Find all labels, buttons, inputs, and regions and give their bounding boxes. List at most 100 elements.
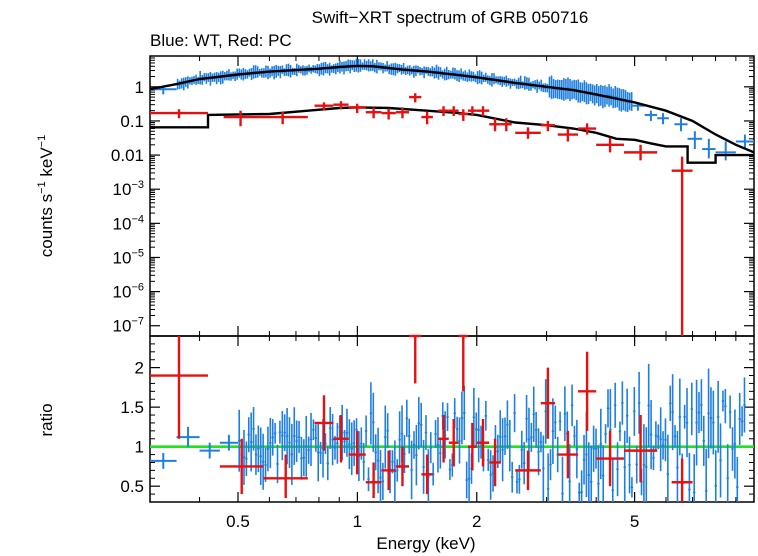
pc-model-line <box>150 106 754 164</box>
wt-ratio-point <box>463 385 466 441</box>
wt-spectrum-point <box>644 110 658 121</box>
wt-ratio-point <box>621 381 624 425</box>
pc-spectrum-point <box>467 106 477 116</box>
spectrum-y-tick-label: 1 <box>135 78 144 97</box>
pc-spectrum-point <box>476 106 490 116</box>
wt-ratio-point <box>455 416 459 442</box>
wt-spectrum-point <box>451 67 454 79</box>
wt-ratio-point <box>520 430 523 469</box>
wt-ratio-point <box>666 434 670 502</box>
spectrum-y-tick-label: 10−7 <box>113 316 144 336</box>
wt-ratio-point <box>283 414 286 452</box>
wt-ratio-point <box>683 404 686 429</box>
spectrum-panel-frame <box>149 55 755 337</box>
wt-spectrum-point <box>715 141 736 161</box>
pc-ratio-point <box>515 450 541 491</box>
wt-ratio-point <box>305 415 308 477</box>
ratio-y-tick-labels: 0.5 1 1.5 2 <box>120 359 144 497</box>
pc-spectrum-point <box>421 111 433 125</box>
wt-ratio-point <box>728 395 732 429</box>
wt-ratio-point <box>266 426 270 472</box>
wt-ratio-point <box>654 421 658 450</box>
spectrum-y-axis-label: counts s−1 keV−1 <box>36 135 56 257</box>
wt-ratio-point <box>285 407 289 465</box>
ratio-y-tick-label: 0.5 <box>120 477 144 496</box>
spectrum-y-tick-label: 10−4 <box>113 213 144 233</box>
wt-ratio-point <box>293 407 296 465</box>
wt-ratio-point <box>709 387 713 449</box>
wt-ratio-point <box>554 405 557 440</box>
wt-ratio-point <box>336 423 339 464</box>
x-tick-label: 0.5 <box>226 512 250 531</box>
pc-ratio-point <box>263 454 308 499</box>
wt-spectrum-point <box>460 68 463 80</box>
wt-ratio-point <box>611 458 614 502</box>
wt-ratio-point <box>678 378 682 456</box>
pc-ratio-point <box>333 415 349 463</box>
wt-ratio-point <box>664 418 667 462</box>
wt-ratio-point <box>460 391 464 445</box>
wt-spectrum-point <box>182 77 185 91</box>
wt-ratio-point <box>362 443 365 481</box>
wt-ratio-point <box>508 419 511 472</box>
wt-spectrum-point <box>269 68 272 78</box>
x-tick-label: 2 <box>472 512 481 531</box>
wt-ratio-point <box>503 417 507 456</box>
wt-ratio-point <box>273 422 277 444</box>
spectrum-data <box>149 58 755 336</box>
wt-ratio-point <box>692 454 696 502</box>
wt-ratio-point <box>417 397 420 450</box>
wt-ratio-point <box>448 459 452 481</box>
wt-spectrum-point <box>328 62 331 76</box>
wt-spectrum-point <box>386 61 389 72</box>
wt-ratio-point <box>573 425 576 447</box>
wt-spectrum-point <box>363 59 366 70</box>
ratio-y-tick-label: 1.5 <box>120 398 144 417</box>
wt-spectrum-point <box>371 59 374 71</box>
wt-ratio-point <box>245 441 248 476</box>
pc-ratio-point <box>150 336 208 439</box>
pc-ratio-point <box>421 454 433 495</box>
wt-ratio-point <box>281 410 284 461</box>
pc-spectrum-point <box>314 102 334 111</box>
wt-ratio-point <box>597 444 600 502</box>
wt-ratio-point <box>561 456 564 502</box>
pc-spectrum-point <box>458 109 468 121</box>
wt-ratio-point <box>219 434 238 451</box>
pc-spectrum-point <box>409 93 422 103</box>
wt-ratio-point <box>659 407 662 472</box>
wt-ratio-point <box>410 440 413 500</box>
wt-ratio-point <box>645 427 648 502</box>
wt-ratio-point <box>716 380 720 453</box>
wt-ratio-point <box>649 399 653 470</box>
ratio-y-axis-label: ratio <box>37 403 56 436</box>
wt-ratio-point <box>628 436 631 494</box>
wt-spectrum-point <box>702 138 716 159</box>
x-tick-labels: 0.5 1 2 5 <box>226 512 639 531</box>
wt-ratio-point <box>522 442 526 485</box>
wt-ratio-point <box>384 405 387 469</box>
pc-spectrum-point <box>515 127 541 139</box>
wt-ratio-point <box>264 447 267 482</box>
wt-ratio-point <box>558 411 562 432</box>
wt-spectrum-point <box>219 71 222 85</box>
wt-ratio-point <box>352 420 356 466</box>
wt-ratio-point <box>297 420 301 454</box>
x-tick-label: 5 <box>630 512 639 531</box>
wt-ratio-point <box>439 437 442 469</box>
pc-spectrum-point <box>500 118 512 132</box>
wt-ratio-point <box>618 421 622 442</box>
wt-spectrum-point <box>178 80 181 90</box>
wt-ratio-point <box>736 456 739 502</box>
wt-ratio-point <box>295 420 298 462</box>
wt-ratio-point <box>731 427 734 471</box>
pc-spectrum-point <box>448 106 459 116</box>
wt-ratio-point <box>343 429 346 453</box>
wt-ratio-point <box>549 449 552 481</box>
wt-ratio-point <box>317 423 320 482</box>
pc-ratio-point <box>395 446 410 487</box>
wt-ratio-point <box>372 392 375 452</box>
wt-ratio-point <box>307 436 310 464</box>
wt-ratio-point <box>592 425 595 472</box>
pc-spectrum-point <box>578 123 597 135</box>
